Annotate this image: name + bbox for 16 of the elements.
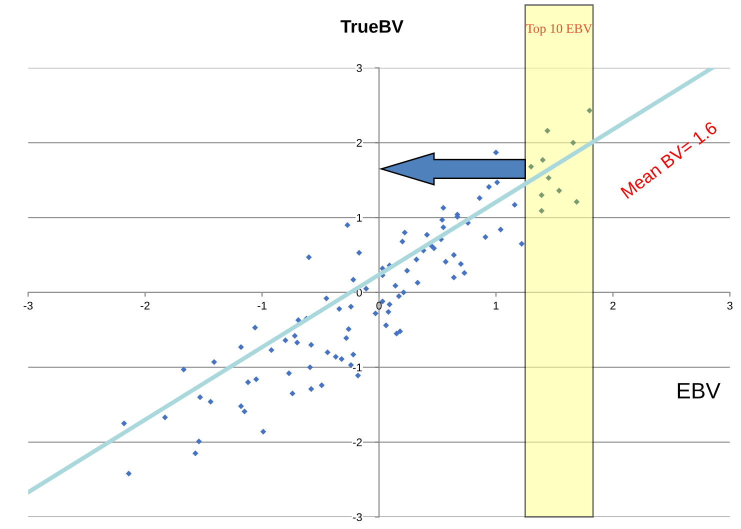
- y-tick-label: -2: [352, 438, 362, 446]
- x-tick-label: 0: [376, 302, 382, 310]
- x-tick-label: -1: [258, 302, 266, 310]
- y-tick-label: 1: [357, 214, 362, 222]
- x-tick-label: 3: [727, 302, 732, 310]
- band-label: Top 10 EBV: [526, 24, 592, 36]
- x-tick-label: 2: [610, 302, 616, 310]
- x-tick-label: 1: [494, 302, 499, 310]
- y-tick-label: -1: [352, 364, 362, 372]
- x-tick-label: -3: [24, 302, 33, 310]
- x-tick-label: -2: [140, 302, 150, 310]
- y-tick-label: -3: [352, 513, 362, 522]
- y-tick-label: 3: [356, 64, 362, 72]
- y-tick-label: 2: [356, 138, 362, 147]
- x-axis-title: EBV: [678, 383, 720, 398]
- y-axis-title: TrueBV: [340, 20, 404, 33]
